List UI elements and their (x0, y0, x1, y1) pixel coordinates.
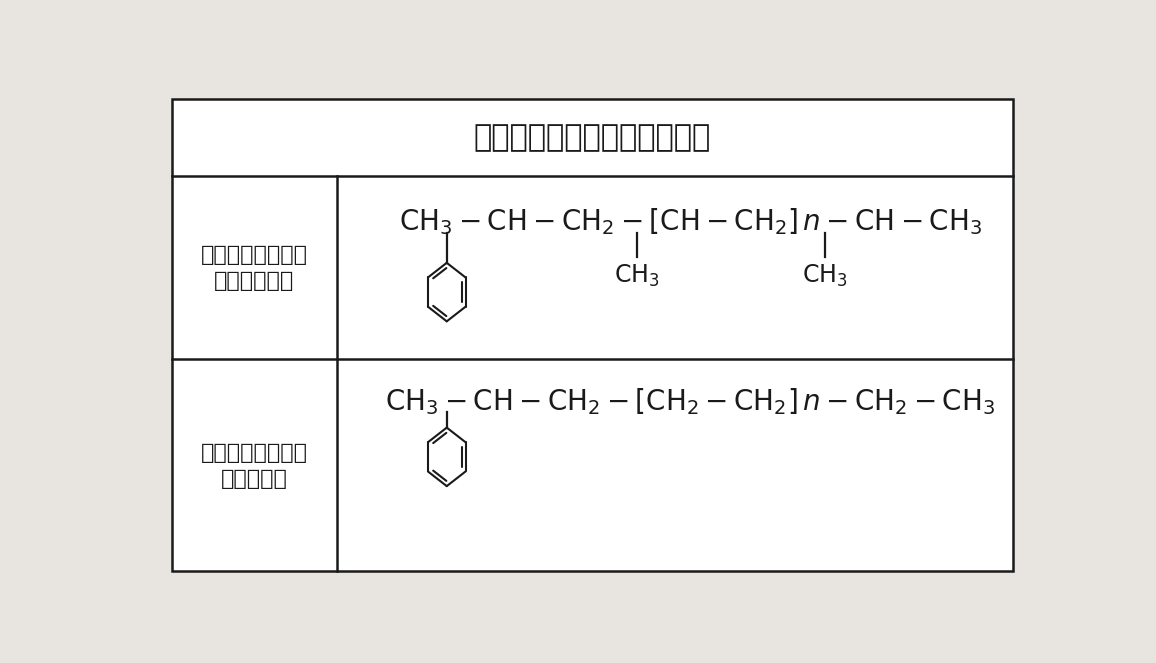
Text: （直鎖型）: （直鎖型） (221, 469, 288, 489)
Text: $\mathrm{CH_3}$: $\mathrm{CH_3}$ (802, 263, 847, 289)
Text: $\mathrm{CH_3} - \mathrm{CH} - \mathrm{CH_2} - [\mathrm{CH_2} - \mathrm{CH_2}]\,: $\mathrm{CH_3} - \mathrm{CH} - \mathrm{C… (385, 386, 995, 417)
Text: $\mathrm{CH_3} - \mathrm{CH} - \mathrm{CH_2} - [\mathrm{CH} - \mathrm{CH_2}]\,n : $\mathrm{CH_3} - \mathrm{CH} - \mathrm{C… (399, 207, 983, 237)
Text: $\mathrm{CH_3}$: $\mathrm{CH_3}$ (614, 263, 659, 289)
Text: アルキルベンゼン: アルキルベンゼン (201, 245, 307, 265)
Text: （分岐鎖型）: （分岐鎖型） (214, 271, 295, 291)
Text: アルキルベンゼン: アルキルベンゼン (201, 443, 307, 463)
Text: 化　学　構　造　（代表例）: 化 学 構 造 （代表例） (474, 123, 711, 152)
